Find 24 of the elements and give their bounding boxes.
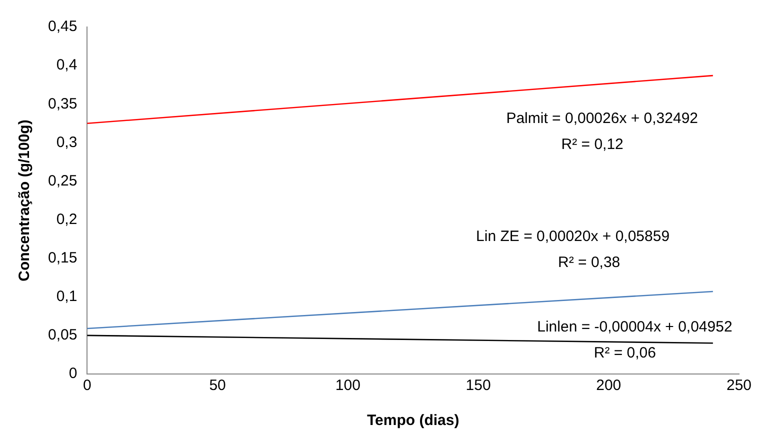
y-tick-label: 0,3	[56, 134, 78, 151]
x-tick-label: 50	[209, 377, 226, 394]
annotation: R² = 0,12	[561, 136, 624, 154]
annotation: R² = 0,38	[558, 254, 620, 272]
annotation: Lin ZE = 0,00020x + 0,05859	[476, 228, 670, 246]
y-tick-label: 0,2	[56, 210, 78, 228]
y-tick-label: 0,45	[48, 18, 78, 36]
annotation: Palmit = 0,00026x + 0,32492	[506, 110, 698, 128]
x-tick-label: 200	[596, 377, 622, 394]
y-axis-title: Concentração (g/100g)	[16, 120, 34, 282]
x-tick-label: 150	[466, 377, 491, 394]
y-tick-label: 0,35	[48, 95, 78, 112]
y-tick-label: 0	[68, 365, 78, 382]
y-tick-label: 0,05	[48, 326, 78, 344]
x-tick-label: 0	[83, 377, 92, 394]
y-tick-label: 0,1	[56, 288, 78, 306]
annotation: R² = 0,06	[594, 344, 656, 362]
x-tick-label: 250	[726, 377, 752, 394]
x-axis-title: Tempo (dias)	[366, 412, 460, 430]
y-tick-label: 0,4	[56, 56, 78, 74]
y-tick-label: 0,15	[48, 249, 78, 266]
y-tick-label: 0,25	[48, 172, 78, 190]
annotation: Linlen = -0,00004x + 0,04952	[537, 318, 732, 336]
x-tick-label: 100	[335, 377, 360, 394]
